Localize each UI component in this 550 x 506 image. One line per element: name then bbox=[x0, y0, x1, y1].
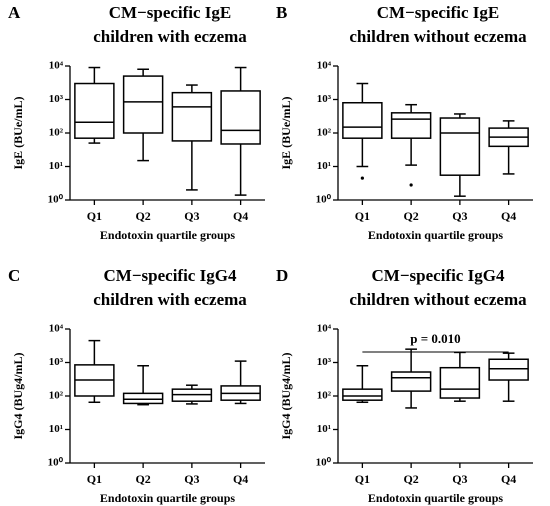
chart-title: CM−specific IgE bbox=[377, 3, 500, 22]
panel-letter: B bbox=[276, 3, 287, 22]
x-tick-label: Q4 bbox=[233, 472, 248, 486]
x-axis-label: Endotoxin quartile groups bbox=[100, 228, 235, 242]
x-tick-label: Q4 bbox=[501, 209, 516, 223]
significance-label: p = 0.010 bbox=[410, 331, 460, 346]
panel-letter: A bbox=[8, 3, 21, 22]
x-axis-label: Endotoxin quartile groups bbox=[100, 491, 235, 505]
panel-letter: C bbox=[8, 266, 20, 285]
panel-letter: D bbox=[276, 266, 288, 285]
x-axis-label: Endotoxin quartile groups bbox=[368, 491, 503, 505]
box bbox=[390, 112, 432, 139]
chart-title: children without eczema bbox=[349, 27, 527, 46]
chart-title: children without eczema bbox=[349, 290, 527, 309]
x-tick-label: Q1 bbox=[355, 472, 370, 486]
y-tick-label: 10¹ bbox=[49, 423, 63, 435]
y-tick-label: 10² bbox=[317, 390, 332, 402]
x-tick-label: Q3 bbox=[184, 472, 199, 486]
y-tick-label: 10⁴ bbox=[49, 60, 64, 72]
box bbox=[122, 392, 164, 405]
y-axis-label: IgG4 (BUg4/mL) bbox=[279, 352, 293, 439]
box bbox=[342, 101, 383, 139]
box bbox=[390, 371, 432, 392]
box bbox=[488, 358, 529, 381]
y-tick-label: 10¹ bbox=[49, 160, 63, 172]
x-tick-label: Q1 bbox=[355, 209, 370, 223]
chart-title: CM−specific IgG4 bbox=[104, 266, 237, 285]
y-tick-label: 10¹ bbox=[317, 160, 331, 172]
x-tick-label: Q3 bbox=[184, 209, 199, 223]
x-tick-label: Q1 bbox=[87, 472, 102, 486]
y-tick-label: 10¹ bbox=[317, 423, 331, 435]
x-tick-label: Q3 bbox=[452, 209, 467, 223]
box bbox=[439, 366, 481, 399]
box bbox=[220, 90, 261, 145]
y-tick-label: 10³ bbox=[317, 93, 332, 105]
y-tick-label: 10³ bbox=[49, 356, 64, 368]
y-tick-label: 10⁰ bbox=[48, 457, 64, 469]
y-tick-label: 10² bbox=[317, 127, 332, 139]
x-tick-label: Q2 bbox=[135, 472, 150, 486]
box bbox=[439, 117, 481, 176]
box bbox=[74, 82, 115, 139]
y-tick-label: 10² bbox=[49, 390, 64, 402]
y-tick-label: 10⁰ bbox=[316, 457, 332, 469]
y-tick-label: 10² bbox=[49, 127, 64, 139]
chart-title: CM−specific IgG4 bbox=[372, 266, 505, 285]
y-tick-label: 10⁰ bbox=[316, 194, 332, 206]
box bbox=[171, 91, 213, 142]
y-axis-label: IgE (BUe/mL) bbox=[11, 97, 25, 170]
y-tick-label: 10³ bbox=[49, 93, 64, 105]
chart-title: children with eczema bbox=[93, 27, 247, 46]
chart-title: children with eczema bbox=[93, 290, 247, 309]
y-tick-label: 10⁴ bbox=[49, 323, 64, 335]
x-tick-label: Q4 bbox=[501, 472, 516, 486]
x-tick-label: Q2 bbox=[403, 472, 418, 486]
x-axis-label: Endotoxin quartile groups bbox=[368, 228, 503, 242]
y-tick-label: 10⁴ bbox=[317, 60, 332, 72]
box bbox=[342, 388, 383, 401]
y-axis-label: IgG4 (BUg4/mL) bbox=[11, 352, 25, 439]
x-tick-label: Q4 bbox=[233, 209, 248, 223]
x-tick-label: Q1 bbox=[87, 209, 102, 223]
outlier bbox=[360, 176, 364, 180]
y-tick-label: 10³ bbox=[317, 356, 332, 368]
y-axis-label: IgE (BUe/mL) bbox=[279, 97, 293, 170]
y-tick-label: 10⁴ bbox=[317, 323, 332, 335]
y-tick-label: 10⁰ bbox=[48, 194, 64, 206]
chart-title: CM−specific IgE bbox=[109, 3, 232, 22]
x-tick-label: Q3 bbox=[452, 472, 467, 486]
x-tick-label: Q2 bbox=[403, 209, 418, 223]
box bbox=[122, 75, 164, 134]
outlier bbox=[409, 183, 413, 187]
x-tick-label: Q2 bbox=[135, 209, 150, 223]
